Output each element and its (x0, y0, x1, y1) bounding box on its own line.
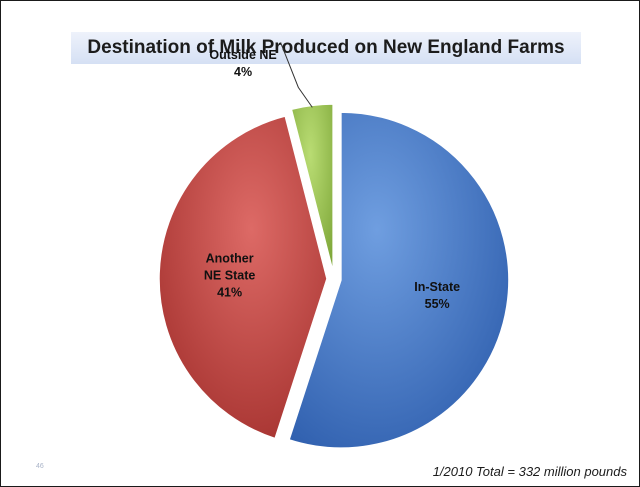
page-number: 46 (36, 463, 44, 470)
footnote: 1/2010 Total = 332 million pounds (432, 464, 627, 479)
chart-title-band: Destination of Milk Produced on New Engl… (71, 32, 581, 64)
leader-line (280, 43, 313, 108)
slice-label-another-ne-state: Another NE State 41% (204, 252, 255, 300)
chart-title: Destination of Milk Produced on New Engl… (87, 37, 565, 58)
pie-slice-outside-ne (290, 103, 334, 273)
pie-slice-in-state (288, 111, 510, 449)
slice-label-in-state: In-State 55% (414, 280, 460, 311)
slice-label-outside-ne: Outside NE 4% (209, 48, 276, 79)
pie-slice-another-ne-state (158, 115, 328, 440)
